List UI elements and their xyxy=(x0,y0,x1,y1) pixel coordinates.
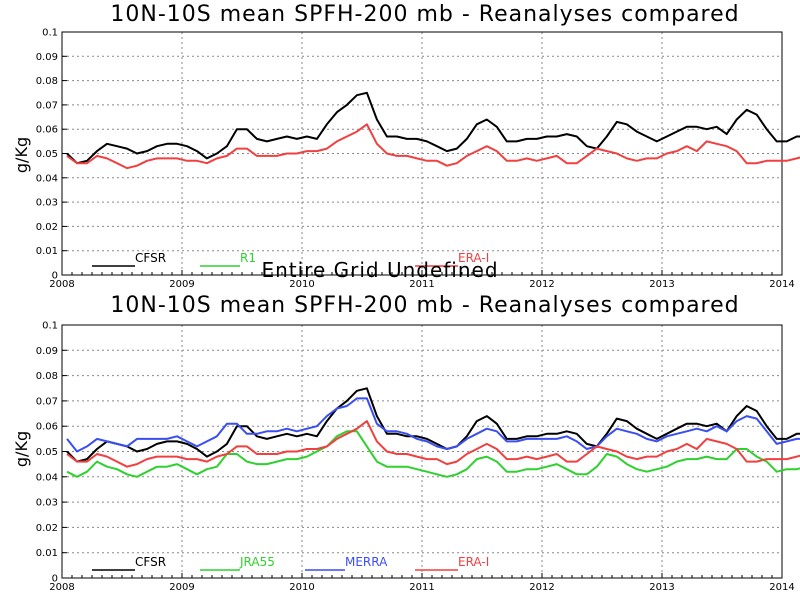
y-tick-label: 0.08 xyxy=(36,76,58,87)
y-tick-label: 0.03 xyxy=(36,198,58,209)
x-tick-label: 2013 xyxy=(649,582,674,593)
legend-label-r1: R1 xyxy=(240,251,256,265)
y-tick-label: 0.06 xyxy=(36,422,58,433)
x-tick-label: 2010 xyxy=(289,279,314,290)
y-tick-label: 0.07 xyxy=(36,100,58,111)
y-axis-label: g/Kg xyxy=(12,137,31,173)
legend-label-jra55: JRA55 xyxy=(239,555,275,569)
overlay-message: Entire Grid Undefined xyxy=(261,258,498,282)
y-tick-label: 0.01 xyxy=(36,548,58,559)
x-tick-label: 2012 xyxy=(529,582,554,593)
series-line-era-i xyxy=(66,420,800,468)
y-tick-label: 0 xyxy=(52,271,58,282)
y-tick-label: 0 xyxy=(52,574,58,585)
chart-panel-top: 10N-10S mean SPFH-200 mb - Reanalyses co… xyxy=(12,2,800,290)
x-tick-label: 2008 xyxy=(49,582,74,593)
x-tick-label: 2012 xyxy=(529,279,554,290)
x-tick-label: 2008 xyxy=(49,279,74,290)
y-tick-label: 0.04 xyxy=(36,173,58,184)
legend-label-cfsr: CFSR xyxy=(135,555,166,569)
y-tick-label: 0.03 xyxy=(36,498,58,509)
y-tick-label: 0.09 xyxy=(36,52,58,63)
x-tick-label: 2009 xyxy=(169,582,194,593)
legend-label-merra: MERRA xyxy=(345,555,388,569)
x-tick-label: 2014 xyxy=(769,279,794,290)
chart-panel-bottom: 10N-10S mean SPFH-200 mb - Reanalyses co… xyxy=(12,293,800,593)
series-line-jra55 xyxy=(66,430,800,478)
y-tick-label: 0.01 xyxy=(36,246,58,257)
x-tick-label: 2013 xyxy=(649,279,674,290)
legend-label-era-i: ERA-I xyxy=(458,555,489,569)
y-tick-label: 0.08 xyxy=(36,371,58,382)
y-axis-label: g/Kg xyxy=(12,431,31,467)
y-tick-label: 0.02 xyxy=(36,222,58,233)
y-tick-label: 0.05 xyxy=(36,447,58,458)
series-line-merra xyxy=(66,397,800,453)
legend-label-era-i: ERA-I xyxy=(458,251,489,265)
x-tick-label: 2014 xyxy=(769,582,794,593)
series-line-cfsr xyxy=(66,91,800,165)
x-tick-label: 2010 xyxy=(289,582,314,593)
x-tick-label: 2009 xyxy=(169,279,194,290)
x-tick-label: 2011 xyxy=(409,582,434,593)
x-tick-label: 2011 xyxy=(409,279,434,290)
legend-label-cfsr: CFSR xyxy=(135,251,166,265)
chart-title: 10N-10S mean SPFH-200 mb - Reanalyses co… xyxy=(110,293,739,318)
y-tick-label: 0.1 xyxy=(42,28,58,39)
series-line-era-i xyxy=(66,123,800,170)
y-tick-label: 0.07 xyxy=(36,396,58,407)
y-tick-label: 0.1 xyxy=(42,321,58,332)
series-line-cfsr xyxy=(66,387,800,463)
y-tick-label: 0.06 xyxy=(36,125,58,136)
chart-title: 10N-10S mean SPFH-200 mb - Reanalyses co… xyxy=(110,2,739,27)
y-tick-label: 0.05 xyxy=(36,149,58,160)
y-tick-label: 0.09 xyxy=(36,346,58,357)
y-tick-label: 0.02 xyxy=(36,523,58,534)
y-tick-label: 0.04 xyxy=(36,472,58,483)
